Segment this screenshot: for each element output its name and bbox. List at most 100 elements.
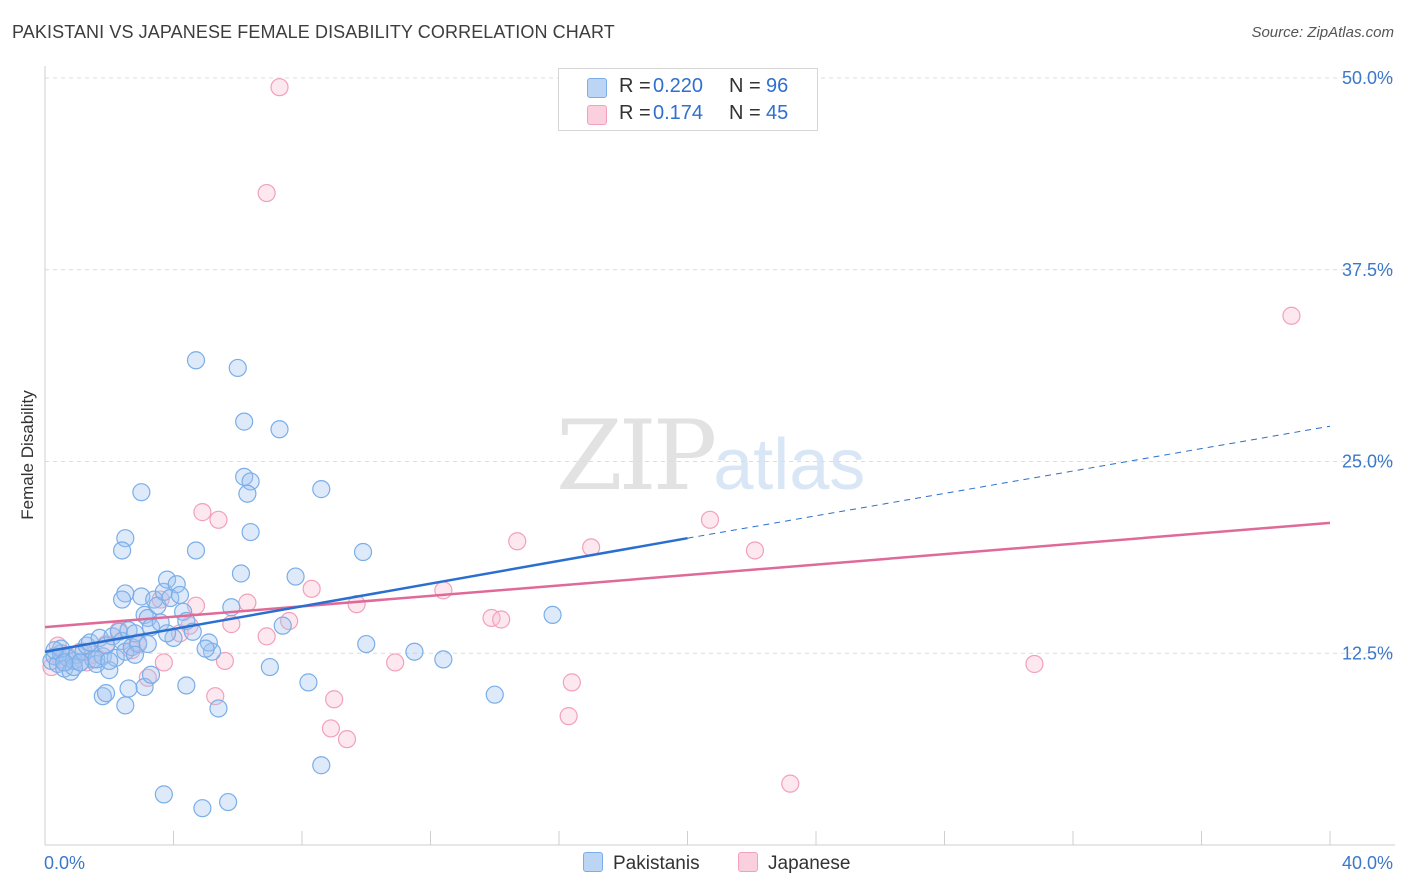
pakistani-trend-extension	[687, 425, 1331, 539]
pakistani-point	[357, 634, 376, 654]
legend-n-label: N =	[729, 102, 761, 124]
pakistani-point	[273, 616, 292, 635]
bottom-legend-japanese: Japanese	[738, 852, 850, 875]
legend-r-value: 0.220	[653, 75, 704, 97]
pakistani-point	[55, 653, 74, 672]
x-tick-label-start: 0.0%	[44, 853, 85, 873]
japanese-point	[559, 707, 578, 726]
pakistani-point	[312, 480, 331, 499]
pakistani-point	[434, 650, 453, 669]
legend-row-japanese: R = 0.174 N = 45	[559, 102, 817, 128]
legend-swatch-pakistanis	[587, 78, 607, 98]
pakistani-point	[219, 792, 238, 812]
pakistani-point	[186, 541, 206, 560]
axes	[44, 66, 1395, 846]
japanese-point	[508, 532, 527, 551]
pakistani-point	[177, 676, 196, 695]
pakistani-point	[238, 484, 257, 503]
pakistani-point	[116, 696, 135, 715]
pakistani-point	[543, 605, 562, 625]
legend-r-value: 0.174	[653, 102, 704, 124]
pakistani-point	[64, 657, 84, 677]
legend-row-pakistanis: R = 0.220 N = 96	[559, 75, 817, 101]
pakistani-point	[405, 642, 424, 661]
japanese-point	[562, 673, 581, 692]
japanese-point	[154, 653, 173, 672]
japanese-point	[745, 541, 765, 560]
y-tick-label: 50.0%	[1342, 68, 1393, 88]
bottom-legend-label-pakistanis: Pakistanis	[613, 853, 700, 874]
chart-title: PAKISTANI VS JAPANESE FEMALE DISABILITY …	[12, 22, 615, 42]
trend-lines	[44, 425, 1331, 653]
japanese-point	[337, 730, 357, 749]
pakistani-point	[154, 785, 173, 804]
pakistani-point	[170, 585, 190, 605]
japanese-point	[492, 610, 511, 629]
japanese-point	[1025, 654, 1044, 674]
japanese-point	[386, 653, 405, 672]
pakistani-point	[93, 687, 112, 706]
pakistani-point	[235, 412, 254, 431]
pakistani-point	[96, 684, 116, 703]
japanese-point	[257, 627, 276, 646]
pakistani-point	[119, 679, 138, 698]
pakistani-points	[42, 351, 562, 818]
pakistani-point	[125, 645, 145, 664]
japanese-point	[302, 579, 321, 598]
x-tick-label-end: 40.0%	[1342, 853, 1393, 873]
pakistani-point	[299, 673, 318, 692]
japanese-point	[1282, 306, 1301, 325]
pakistani-point	[241, 522, 260, 542]
pakistani-point	[157, 570, 177, 589]
pakistani-point	[112, 590, 132, 609]
legend-r-label: R =	[619, 75, 651, 97]
japanese-point	[215, 651, 234, 671]
japanese-point	[270, 78, 289, 97]
pakistani-trend-line	[44, 536, 688, 653]
japanese-point	[280, 611, 299, 631]
legend-r-label: R =	[619, 102, 651, 124]
pakistani-point	[100, 651, 119, 671]
bottom-legend-pakistanis: Pakistanis	[583, 852, 700, 875]
tick-labels: 12.5% 25.0% 37.5% 50.0% 0.0% 40.0%	[44, 68, 1393, 873]
japanese-point	[700, 510, 720, 529]
pakistani-point	[209, 699, 228, 718]
pakistani-point	[231, 564, 251, 583]
japanese-point	[238, 593, 257, 612]
bottom-legend-label-japanese: Japanese	[768, 853, 851, 874]
pakistani-point	[132, 483, 151, 502]
japanese-trend-line	[44, 521, 1331, 629]
y-tick-label: 37.5%	[1342, 260, 1393, 280]
legend-n-value: 45	[766, 102, 789, 124]
legend-n-value: 96	[766, 75, 789, 97]
legend-n-label: N =	[729, 75, 761, 97]
pakistani-point	[312, 756, 331, 775]
japanese-point	[321, 719, 341, 738]
legend-swatch-japanese	[587, 105, 607, 125]
pakistani-point	[286, 567, 305, 586]
pakistani-point	[141, 665, 161, 684]
pakistani-point	[186, 351, 206, 370]
watermark: ZIPatlas	[556, 400, 865, 512]
japanese-point	[257, 183, 276, 203]
watermark-zip: ZIP	[556, 400, 717, 512]
pakistani-point	[71, 653, 90, 672]
legend: R = 0.220 N = 96 R = 0.174 N = 45	[558, 68, 818, 131]
watermark-atlas: atlas	[713, 425, 866, 505]
source-label: Source: ZipAtlas.com	[1251, 24, 1394, 41]
pakistani-point	[167, 575, 186, 594]
pakistani-point	[228, 358, 247, 378]
pakistani-point	[196, 639, 215, 658]
japanese-point	[325, 690, 344, 709]
pakistani-point	[112, 541, 132, 560]
pakistani-point	[270, 420, 289, 439]
japanese-point	[209, 510, 228, 529]
pakistani-point	[138, 634, 157, 654]
japanese-points	[42, 78, 1301, 793]
gridlines	[45, 77, 1395, 654]
bottom-legend-swatch-japanese	[738, 852, 758, 872]
pakistani-point	[353, 542, 373, 562]
pakistani-point	[260, 657, 279, 677]
bottom-legend-swatch-pakistanis	[583, 852, 603, 872]
